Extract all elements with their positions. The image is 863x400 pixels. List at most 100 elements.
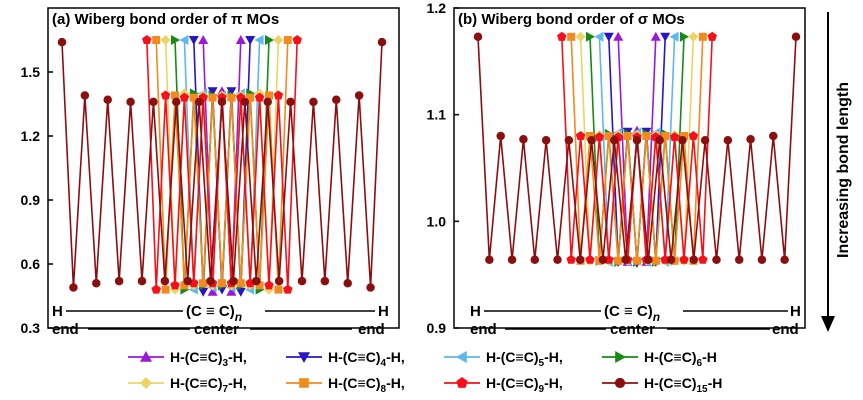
data-point [274,276,284,286]
series-group-a [57,35,387,297]
data-point [235,287,246,297]
data-point [354,91,364,100]
legend-label: H-(C≡C)5-H, [486,349,563,369]
data-point [274,285,283,294]
data-point [126,97,135,107]
data-point [666,255,676,264]
data-point [229,276,238,286]
data-point [160,90,171,100]
data-point [252,276,261,286]
data-point [273,35,284,45]
data-point [254,35,264,45]
series-line [61,42,383,288]
data-point [567,32,576,41]
center-label-a: center [194,321,239,338]
legend-item: H-(C≡C)5-H, [444,349,563,369]
data-point [151,284,161,294]
legend-marker-icon [456,377,468,388]
legend-label: H-(C≡C)8-H, [328,375,405,395]
legend-marker-icon [615,351,626,363]
legend-label: H-(C≡C)9-H, [486,375,563,395]
legend-label: H-(C≡C)3-H, [170,349,247,369]
panel-sigma-mos: (b) Wiberg bond order of σ MOs 0.9 1.0 1.1… [427,0,806,338]
end-label-left-a: end [52,321,79,338]
data-point [283,36,292,44]
data-point [769,131,778,141]
y-tick-label: 1.0 [427,213,447,229]
data-point [309,97,318,107]
end-label-right-a: end [358,321,385,338]
data-point [553,255,562,264]
data-point [236,279,245,288]
data-point [586,132,594,140]
legend-marker-icon [299,378,309,388]
data-point [661,132,670,140]
y-tick-label: 1.2 [427,0,447,16]
data-point [245,36,256,45]
data-point [734,255,744,264]
data-point [103,95,112,104]
chain-label-b: (C ≡ C)n [604,303,660,324]
legend-item: H-(C≡C)3-H, [128,349,247,369]
side-label: Increasing bond length [835,82,852,258]
data-point [603,32,614,42]
data-point [680,31,689,42]
data-point [235,35,246,44]
y-tick-label: 1.1 [427,107,447,123]
data-point [183,276,192,286]
data-point [292,35,302,45]
data-point [678,136,687,145]
series-line [617,36,657,262]
data-point [160,276,170,286]
plot-frame-b [453,7,806,329]
data-point [240,97,250,107]
data-point [585,254,595,264]
data-point [650,31,661,41]
data-point [283,284,293,294]
data-point [485,255,494,264]
series-line [146,39,298,290]
chain-label-a: (C ≡ C)n [186,303,242,324]
data-point [114,276,124,286]
data-point [669,31,679,42]
data-point [642,132,651,140]
data-point [575,31,586,42]
data-point [170,280,180,290]
data-point [188,36,199,45]
data-point [688,131,699,141]
data-point [604,132,613,140]
data-point [161,285,170,294]
data-point [623,132,632,140]
data-point [698,32,707,41]
data-point [137,276,147,286]
data-point [263,97,272,107]
data-point [651,256,660,265]
data-point [680,132,688,140]
data-point [149,97,158,107]
data-point [246,93,255,102]
data-point [297,276,307,286]
data-point [198,35,209,44]
center-label-b: center [610,321,655,338]
data-point [791,32,801,42]
data-point [598,255,608,264]
data-point [377,37,387,47]
y-tick-label: 1.5 [21,64,41,80]
data-point [171,91,179,100]
data-point [207,87,218,97]
panel-title-a: (a) Wiberg bond order of π MOs [52,11,279,28]
data-point [621,255,630,264]
legend-marker-icon [140,377,152,389]
data-point [669,132,680,142]
legend-label: H-(C≡C)4-H, [328,349,405,369]
data-point [564,136,574,145]
legend-item: H-(C≡C)15-H [602,375,722,395]
data-point [142,35,152,45]
data-point [594,132,605,142]
data-point [172,97,181,107]
legend-item: H-(C≡C)8-H, [286,375,405,395]
panel-pi-mos: (a) Wiberg bond order of π MOs 0.3 0.6 0.9… [21,7,400,338]
data-point [757,255,767,264]
data-point [189,93,198,102]
data-point [698,254,708,264]
